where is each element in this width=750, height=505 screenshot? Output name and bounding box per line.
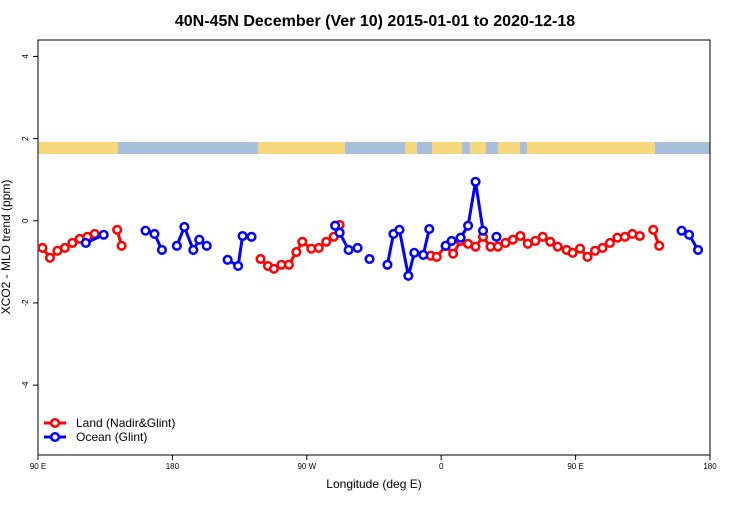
data-point: [684, 229, 695, 240]
data-point: [648, 224, 659, 235]
legend-label: Land (Nadir&Glint): [76, 416, 175, 430]
data-point: [470, 241, 481, 252]
data-point: [515, 230, 526, 242]
data-point: [545, 236, 556, 247]
data-point: [382, 259, 393, 270]
data-point: [80, 237, 91, 249]
data-point: [67, 237, 78, 249]
x-tick-label: 90 W: [297, 462, 316, 471]
data-point: [59, 242, 70, 253]
data-point: [604, 237, 615, 249]
data-point: [201, 240, 212, 251]
data-point: [470, 176, 481, 187]
data-point: [492, 241, 503, 252]
data-point: [98, 229, 109, 240]
data-point: [283, 259, 294, 270]
data-point: [446, 235, 457, 246]
data-point: [575, 243, 586, 254]
data-point: [597, 242, 608, 253]
legend-marker: [49, 431, 61, 443]
data-point: [297, 236, 308, 247]
data-point: [676, 225, 687, 236]
data-point: [179, 221, 190, 233]
x-tick-label: 0: [439, 462, 444, 471]
data-point: [313, 242, 324, 253]
data-point: [394, 224, 405, 235]
data-point: [44, 252, 55, 263]
y-tick-label: 2: [21, 136, 30, 141]
data-point: [424, 223, 435, 235]
data-point: [149, 228, 160, 239]
data-point: [112, 224, 123, 235]
y-tick-label: -2: [21, 299, 30, 307]
data-point: [343, 244, 354, 256]
data-point: [431, 251, 442, 263]
data-point: [409, 247, 420, 258]
x-tick-label: 180: [166, 462, 180, 471]
data-point: [171, 240, 182, 251]
data-point: [654, 240, 665, 251]
y-tick-label: -4: [21, 381, 30, 389]
series-line: [259, 224, 341, 271]
data-point: [582, 251, 593, 263]
data-point: [291, 246, 302, 258]
legend-marker: [49, 417, 61, 429]
data-point: [321, 236, 332, 247]
x-tick-label: 90 E: [567, 462, 583, 471]
data-point: [537, 231, 548, 242]
data-point: [246, 231, 257, 242]
data-point: [116, 240, 127, 251]
data-point: [403, 270, 414, 281]
y-tick-label: 4: [21, 54, 30, 59]
data-point: [255, 253, 266, 265]
data-point: [440, 240, 451, 251]
data-point: [268, 263, 279, 274]
data-point: [567, 247, 578, 258]
map-strip: [38, 142, 710, 154]
data-point: [418, 249, 429, 260]
data-point: [530, 235, 541, 246]
data-point: [188, 244, 199, 256]
y-axis-label: XCO2 - MLO trend (ppm): [0, 180, 13, 315]
data-point: [552, 241, 563, 252]
data-point: [455, 232, 466, 243]
data-point: [140, 225, 151, 236]
data-point: [194, 234, 205, 245]
data-point: [37, 242, 48, 253]
legend-label: Ocean (Glint): [76, 430, 147, 444]
y-tick-label: 0: [21, 218, 30, 223]
data-point: [491, 231, 502, 242]
data-point: [156, 244, 167, 256]
data-point: [693, 244, 704, 256]
data-point: [237, 230, 248, 242]
data-point: [507, 234, 518, 245]
data-point: [634, 230, 645, 242]
data-point: [463, 220, 474, 231]
data-point: [477, 225, 489, 236]
x-axis-label: Longitude (deg E): [326, 477, 421, 491]
data-point: [364, 253, 375, 265]
data-point: [233, 260, 244, 272]
data-point: [334, 227, 345, 238]
data-point: [330, 220, 341, 231]
data-point: [448, 248, 459, 259]
data-point: [352, 242, 363, 253]
data-point: [222, 254, 233, 265]
x-tick-label: 180: [703, 462, 717, 471]
x-tick-label: 90 E: [30, 462, 46, 471]
chart-title: 40N-45N December (Ver 10) 2015-01-01 to …: [175, 13, 575, 30]
